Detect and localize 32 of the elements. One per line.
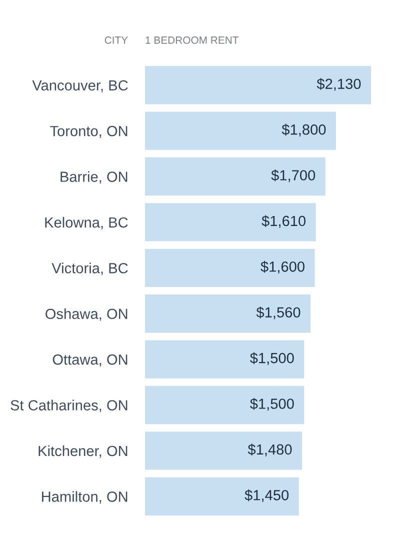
data-label: $1,500 (250, 352, 294, 365)
y-tick-label: Ottawa, ON (52, 354, 128, 366)
data-label: $1,600 (260, 260, 304, 274)
y-tick-label: Oshawa, ON (46, 308, 128, 321)
data-label: $1,560 (256, 306, 300, 320)
bar (145, 340, 304, 378)
data-label: $1,700 (271, 169, 316, 182)
data-label: $1,500 (250, 398, 294, 411)
bar (145, 432, 302, 470)
y-tick-label: St Catharines, ON (10, 400, 128, 412)
y-tick-label: Vancouver, BC (32, 80, 128, 92)
bar (145, 203, 316, 242)
data-label: $1,610 (262, 215, 306, 228)
bar (145, 157, 326, 196)
bar (145, 112, 336, 150)
bar (145, 477, 299, 516)
bar (145, 386, 304, 424)
bar (145, 294, 311, 333)
y-tick-label: Kelowna, BC (45, 216, 128, 230)
y-tick-label: Hamilton, ON (42, 491, 128, 504)
y-tick-label: Toronto, ON (50, 126, 128, 138)
bar (145, 66, 371, 104)
data-label: $2,130 (316, 78, 361, 91)
bar (145, 248, 315, 287)
y-tick-label: Barrie, ON (60, 171, 128, 184)
data-label: $1,450 (244, 489, 289, 502)
y-tick-label: Victoria, BC (52, 262, 128, 276)
y-tick-label: Kitchener, ON (38, 445, 128, 458)
data-label: $1,800 (282, 124, 326, 136)
x-axis-title: 1 BEDROOM RENT (146, 36, 239, 44)
data-label: $1,480 (248, 444, 292, 456)
y-axis-title: CITY (104, 36, 128, 44)
